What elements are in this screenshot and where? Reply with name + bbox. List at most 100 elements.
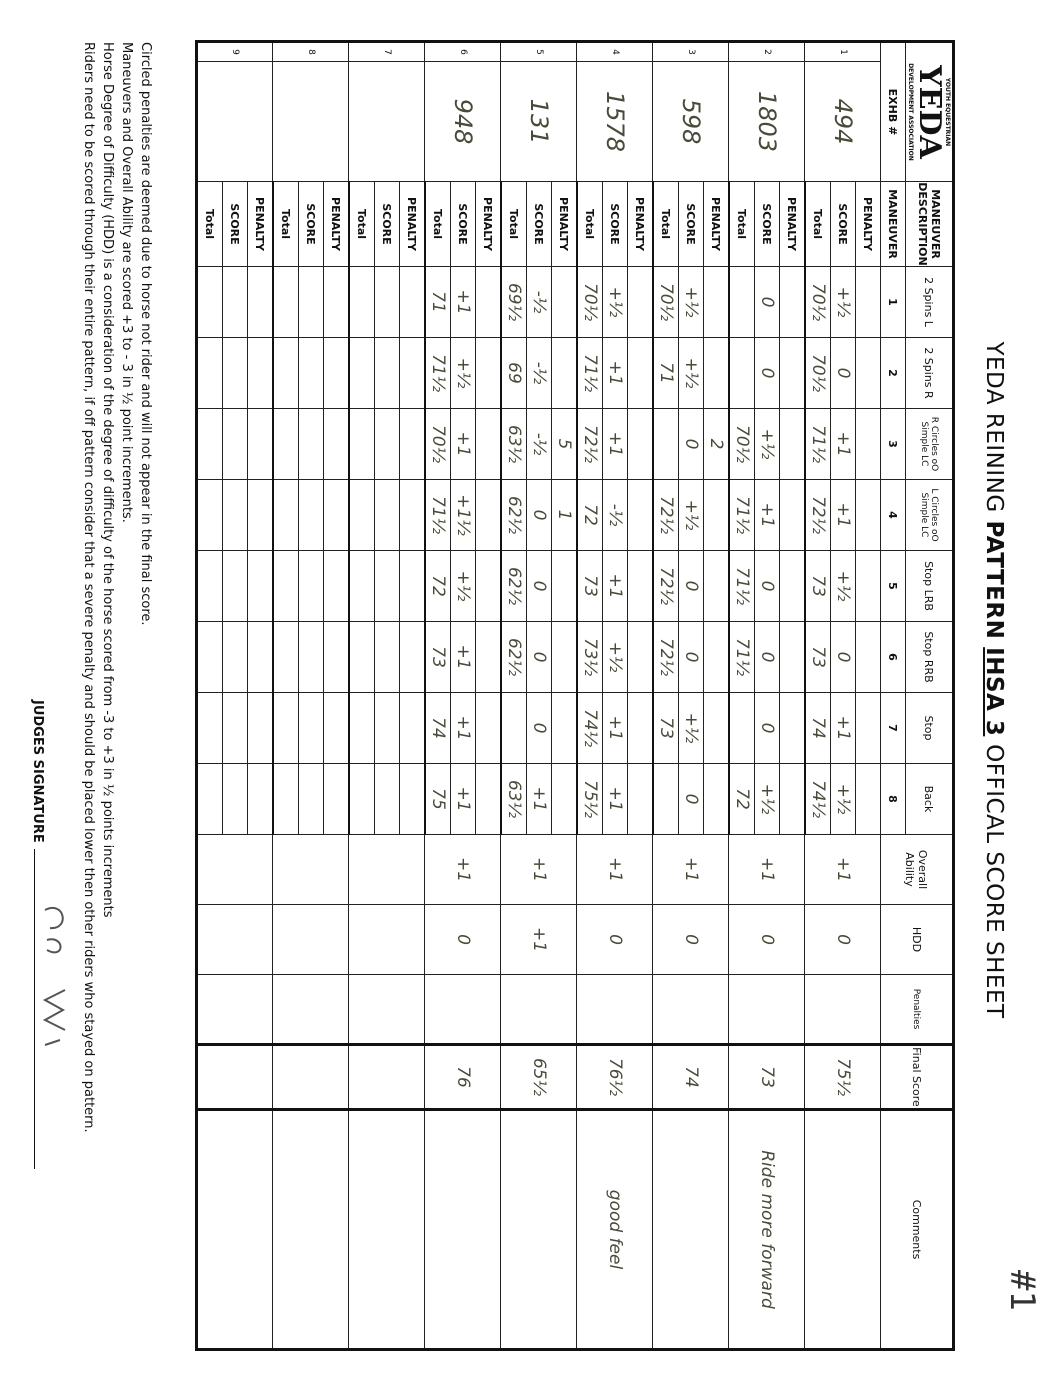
total-cell <box>273 692 299 764</box>
score-cell <box>374 266 400 338</box>
penalty-cell <box>323 337 349 409</box>
penalty-cell <box>399 479 425 551</box>
penalty-cell <box>779 479 805 551</box>
total-cell <box>273 550 299 622</box>
rider-row: 4 1578 PENALTY +1 0 76½ good feel <box>577 41 653 1350</box>
hdd-cell: 0 <box>425 904 501 975</box>
penalty-cell <box>551 337 577 409</box>
maneuver-number: 4 <box>880 479 906 551</box>
score-cell: +1 <box>602 763 628 835</box>
signature-scribble <box>42 907 66 1046</box>
row-label: Total <box>196 181 223 267</box>
penalty-cell <box>475 408 501 480</box>
total-cell: 73 <box>577 550 603 622</box>
total-cell <box>196 266 223 338</box>
total-cell <box>196 763 223 835</box>
rider-row: 3 598 PENALTY 2 +1 0 74 <box>653 41 729 1350</box>
penalty-cell <box>247 692 273 764</box>
pattern: IHSA 3 <box>981 647 1007 737</box>
score-cell: +1 <box>450 408 476 480</box>
score-cell <box>222 266 248 338</box>
rider-number: 8 <box>273 41 349 62</box>
total-cell: 63½ <box>501 408 527 480</box>
penalty-cell <box>855 479 881 551</box>
total-cell <box>349 763 375 835</box>
penalty-cell <box>399 550 425 622</box>
sheet-number: #1 <box>1002 1270 1042 1311</box>
score-cell <box>374 550 400 622</box>
total-cell <box>273 479 299 551</box>
comment-cell <box>501 1109 577 1350</box>
penalty-cell <box>399 337 425 409</box>
penalty-cell <box>551 763 577 835</box>
penalty-cell: 2 <box>703 408 729 480</box>
penalty-cell <box>399 408 425 480</box>
penalty-cell <box>779 763 805 835</box>
score-cell: -½ <box>526 337 552 409</box>
total-cell <box>196 692 223 764</box>
row-label: Total <box>577 181 603 267</box>
total-cell: 72 <box>577 479 603 551</box>
penalty-cell <box>627 479 653 551</box>
final-cell: 75½ <box>805 1044 881 1110</box>
total-cell <box>653 408 679 480</box>
score-cell <box>222 621 248 693</box>
total-cell <box>273 408 299 480</box>
score-cell: 0 <box>678 550 704 622</box>
total-cell: 71½ <box>577 337 603 409</box>
penalty-cell <box>627 550 653 622</box>
penalty-cell <box>779 692 805 764</box>
comment-cell <box>653 1109 729 1350</box>
penalties-cell <box>729 974 805 1045</box>
penalty-cell <box>475 479 501 551</box>
total-cell <box>729 337 755 409</box>
score-cell: +1½ <box>450 479 476 551</box>
rider-row: 9 PENALTY <box>196 41 273 1350</box>
total-cell: 70½ <box>805 266 831 338</box>
penalty-cell <box>323 692 349 764</box>
score-cell: -½ <box>526 266 552 338</box>
score-cell: +1 <box>526 763 552 835</box>
comment-cell <box>273 1109 349 1350</box>
score-cell: 0 <box>678 763 704 835</box>
extra-header: Overall Ability <box>880 834 954 905</box>
total-cell <box>196 479 223 551</box>
total-cell <box>349 550 375 622</box>
total-cell: 69 <box>501 337 527 409</box>
total-cell: 70½ <box>425 408 451 480</box>
total-cell: 70½ <box>653 266 679 338</box>
penalty-cell <box>703 550 729 622</box>
exhibitor <box>196 61 273 182</box>
score-cell <box>374 408 400 480</box>
total-cell: 70½ <box>729 408 755 480</box>
hdd-cell <box>273 904 349 975</box>
maneuver-name: R Circles oO Simple LC <box>905 408 954 480</box>
score-cell: 0 <box>526 550 552 622</box>
score-cell: +1 <box>450 621 476 693</box>
hdd-cell <box>196 904 273 975</box>
score-cell <box>298 621 324 693</box>
score-cell: +1 <box>602 692 628 764</box>
penalty-cell <box>855 550 881 622</box>
score-cell: +½ <box>678 692 704 764</box>
penalty-cell <box>399 692 425 764</box>
total-cell: 73 <box>805 621 831 693</box>
maneuver-label: MANEUVER <box>880 181 906 267</box>
row-label: SCORE <box>754 181 780 267</box>
score-cell: +½ <box>450 337 476 409</box>
total-cell <box>196 337 223 409</box>
total-cell: 75½ <box>577 763 603 835</box>
total-cell: 62½ <box>501 621 527 693</box>
penalty-cell <box>779 621 805 693</box>
overall-cell <box>273 834 349 905</box>
score-cell: 0 <box>754 550 780 622</box>
rider-number: 1 <box>805 41 881 62</box>
total-cell <box>349 408 375 480</box>
row-label: PENALTY <box>779 181 805 267</box>
penalty-cell <box>323 550 349 622</box>
total-cell <box>349 692 375 764</box>
penalty-cell <box>475 763 501 835</box>
total-cell <box>349 337 375 409</box>
penalty-cell <box>779 408 805 480</box>
final-cell: 76 <box>425 1044 501 1110</box>
